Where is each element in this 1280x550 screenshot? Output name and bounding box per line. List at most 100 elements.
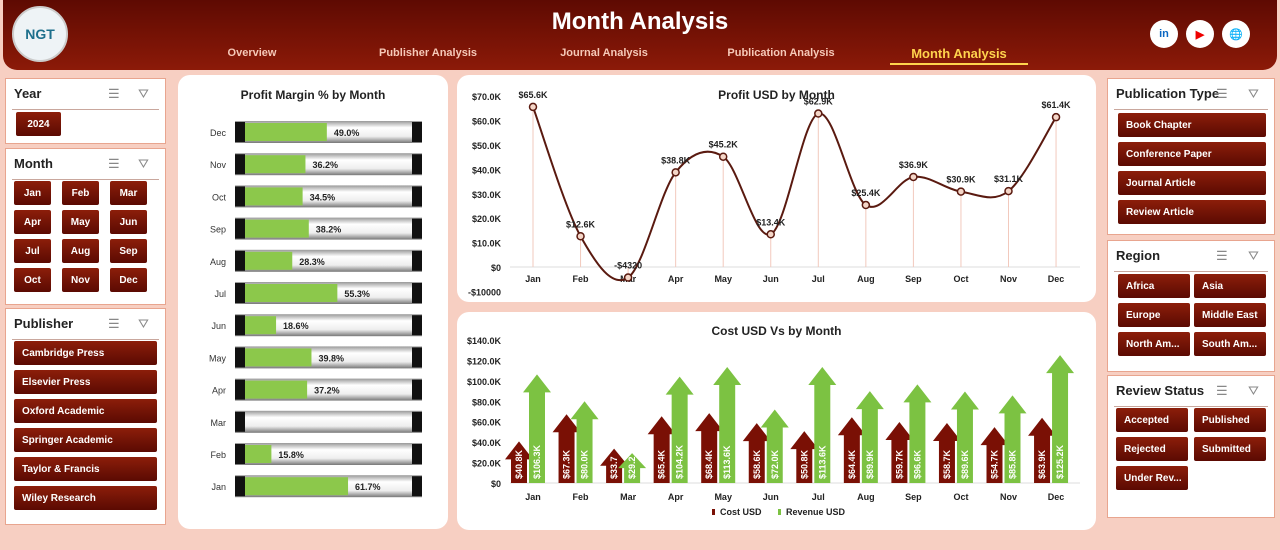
slicer-item-rejected[interactable]: Rejected <box>1116 437 1188 461</box>
slicer-publisher: Publisher ☰ ⛛ Cambridge Press Elsevier Pr… <box>5 308 166 525</box>
clear-filter-icon[interactable]: ⛛ <box>1248 383 1259 398</box>
y-tick-label: Nov <box>210 160 227 170</box>
youtube-icon[interactable]: ▶ <box>1186 20 1214 48</box>
x-tick-label: May <box>714 492 732 502</box>
revenue-arrow-mar <box>618 453 647 483</box>
x-tick-label: Nov <box>1000 274 1017 284</box>
multi-select-icon[interactable]: ☰ <box>108 316 120 331</box>
slicer-item-book-chapter[interactable]: Book Chapter <box>1118 113 1266 137</box>
linkedin-icon[interactable]: in <box>1150 20 1178 48</box>
slicer-item-mar[interactable]: Mar <box>110 181 147 205</box>
clear-filter-icon[interactable]: ⛛ <box>1248 248 1259 263</box>
point-dec <box>1051 112 1061 122</box>
point-aug <box>861 200 871 210</box>
clear-filter-icon[interactable]: ⛛ <box>1248 86 1259 101</box>
y-tick-label: $40.0K <box>472 165 502 175</box>
cost-arrow-oct <box>932 423 961 483</box>
nav-overview[interactable]: Overview <box>227 47 277 59</box>
data-label: $63.9K <box>1037 449 1047 479</box>
multi-select-icon[interactable]: ☰ <box>1216 248 1228 263</box>
slicer-item-oct[interactable]: Oct <box>14 268 51 292</box>
point-nov <box>1004 186 1013 196</box>
bar-sep <box>245 219 309 238</box>
data-label: 49.0% <box>334 128 360 138</box>
revenue-arrow-nov <box>998 395 1027 483</box>
slicer-item-may[interactable]: May <box>62 210 99 234</box>
data-label: $96.6K <box>912 449 922 479</box>
data-label: $89.9K <box>865 449 875 479</box>
clear-filter-icon[interactable]: ⛛ <box>138 316 149 331</box>
slicer-item-journal-article[interactable]: Journal Article <box>1118 171 1266 195</box>
slicer-item-apr[interactable]: Apr <box>14 210 51 234</box>
y-tick-label: Jan <box>211 482 226 492</box>
slicer-item-sep[interactable]: Sep <box>110 239 147 263</box>
slicer-item-wiley-research[interactable]: Wiley Research <box>14 486 157 510</box>
slicer-item-nov[interactable]: Nov <box>62 268 99 292</box>
data-label: $85.8K <box>1008 449 1018 479</box>
nav-publication-analysis[interactable]: Publication Analysis <box>727 47 835 59</box>
nav-journal-analysis[interactable]: Journal Analysis <box>560 47 648 59</box>
slicer-item-accepted[interactable]: Accepted <box>1116 408 1188 432</box>
slicer-item-taylor-francis[interactable]: Taylor & Francis <box>14 457 157 481</box>
page-title: Month Analysis <box>551 8 729 35</box>
slicer-item-2024[interactable]: 2024 <box>16 112 61 136</box>
slicer-item-jun[interactable]: Jun <box>110 210 147 234</box>
bar-cap <box>412 411 422 432</box>
clear-filter-icon[interactable]: ⛛ <box>138 86 149 101</box>
slicer-item-oxford-academic[interactable]: Oxford Academic <box>14 399 157 423</box>
slicer-item-dec[interactable]: Dec <box>110 268 147 292</box>
multi-select-icon[interactable]: ☰ <box>1216 86 1228 101</box>
data-label: 39.8% <box>318 353 344 363</box>
data-label: -$4320 <box>614 261 642 271</box>
slicer-item-south-am-[interactable]: South Am... <box>1194 332 1266 356</box>
slicer-item-africa[interactable]: Africa <box>1118 274 1190 298</box>
data-label: $30.9K <box>946 175 976 185</box>
slicer-item-elsevier-press[interactable]: Elsevier Press <box>14 370 157 394</box>
slicer-item-under-rev-[interactable]: Under Rev... <box>1116 466 1188 490</box>
y-tick-label: Jun <box>211 321 226 331</box>
slicer-item-aug[interactable]: Aug <box>62 239 99 263</box>
bar-cap <box>235 379 245 400</box>
slicer-title: Publisher <box>14 316 74 331</box>
clear-filter-icon[interactable]: ⛛ <box>138 156 149 171</box>
slicer-item-middle-east[interactable]: Middle East <box>1194 303 1266 327</box>
slicer-title: Review Status <box>1116 383 1205 398</box>
slicer-item-review-article[interactable]: Review Article <box>1118 200 1266 224</box>
data-label: $89.6K <box>960 449 970 479</box>
cost-arrow-apr <box>647 416 676 483</box>
revenue-arrow-sep <box>903 384 932 483</box>
slicer-item-north-am-[interactable]: North Am... <box>1118 332 1190 356</box>
globe-icon[interactable]: 🌐 <box>1222 20 1250 48</box>
multi-select-icon[interactable]: ☰ <box>108 86 120 101</box>
y-tick-label: $60.0K <box>472 117 502 127</box>
bar-cap <box>412 122 422 142</box>
cost-arrow-feb <box>552 414 581 483</box>
x-tick-label: Oct <box>953 492 968 502</box>
slicer-item-jul[interactable]: Jul <box>14 239 51 263</box>
multi-select-icon[interactable]: ☰ <box>1216 383 1228 398</box>
cost-arrow-jan <box>505 441 533 483</box>
slicer-item-published[interactable]: Published <box>1194 408 1266 432</box>
slicer-item-feb[interactable]: Feb <box>62 181 99 205</box>
nav-publisher-analysis[interactable]: Publisher Analysis <box>378 47 478 59</box>
y-tick-label: $50.0K <box>472 141 502 151</box>
slicer-item-cambridge-press[interactable]: Cambridge Press <box>14 341 157 365</box>
slicer-item-conference-paper[interactable]: Conference Paper <box>1118 142 1266 166</box>
nav-month-analysis[interactable]: Month Analysis <box>890 46 1028 65</box>
multi-select-icon[interactable]: ☰ <box>108 156 120 171</box>
point-jun <box>766 230 775 239</box>
data-label: $29.2 <box>627 456 637 479</box>
legend-swatch <box>712 509 715 515</box>
slicer-item-jan[interactable]: Jan <box>14 181 51 205</box>
revenue-arrow-apr <box>665 376 694 483</box>
bar-cap <box>235 444 245 464</box>
bar-jun <box>245 316 277 335</box>
data-label: $65.6K <box>518 90 548 100</box>
y-tick-label: $100.0K <box>467 377 502 387</box>
slicer-item-europe[interactable]: Europe <box>1118 303 1190 327</box>
slicer-item-submitted[interactable]: Submitted <box>1194 437 1266 461</box>
slicer-item-springer-academic[interactable]: Springer Academic <box>14 428 157 452</box>
ngt-logo: NGT <box>12 6 68 62</box>
point-feb <box>576 232 585 241</box>
slicer-item-asia[interactable]: Asia <box>1194 274 1266 298</box>
